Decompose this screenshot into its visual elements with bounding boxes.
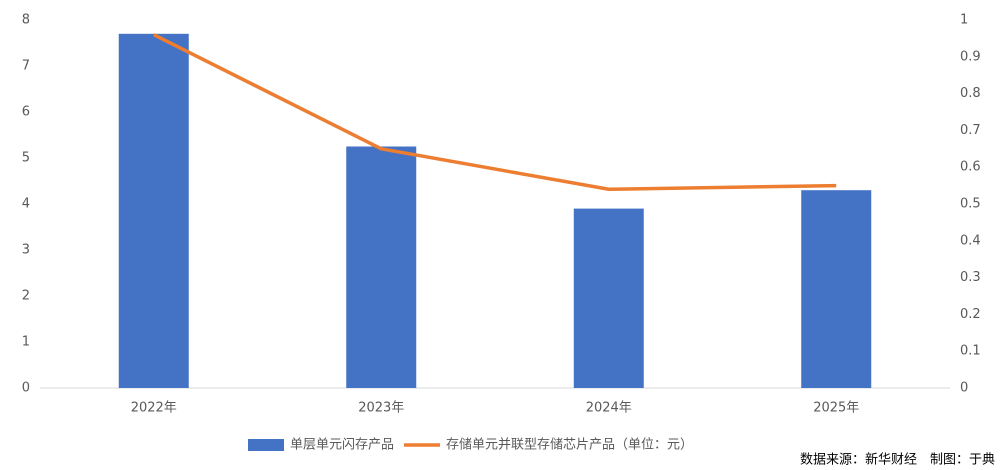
y2-tick-label: 0.2 (960, 307, 981, 322)
y2-tick-label: 0.5 (960, 197, 981, 212)
y2-tick-label: 0.6 (960, 160, 981, 175)
y-tick-label: 6 (22, 105, 30, 120)
x-tick-label: 2022年 (131, 401, 177, 416)
line (152, 33, 837, 192)
y-tick-label: 1 (22, 335, 30, 350)
legend-label: 存储单元并联型存储芯片产品（单位：元） (446, 438, 693, 453)
y-tick-label: 0 (22, 381, 30, 396)
y-tick-label: 4 (22, 197, 30, 212)
y-tick-label: 5 (22, 151, 30, 166)
y2-tick-label: 0.7 (960, 123, 981, 138)
x-tick-label: 2023年 (358, 401, 404, 416)
legend-label: 单层单元闪存产品 (290, 438, 394, 453)
x-tick-label: 2025年 (813, 401, 859, 416)
y-tick-label: 7 (22, 59, 30, 74)
y2-tick-label: 0.1 (960, 344, 981, 359)
y-tick-label: 3 (22, 243, 30, 258)
y2-tick-label: 0.9 (960, 49, 981, 64)
bar (118, 33, 189, 389)
legend-swatch (248, 439, 284, 451)
bar (573, 208, 644, 388)
y2-tick-label: 1 (960, 13, 968, 28)
y2-tick-label: 0.3 (960, 270, 981, 285)
bar (346, 146, 417, 388)
y-tick-label: 2 (22, 289, 30, 304)
y2-tick-label: 0.4 (960, 233, 981, 248)
y2-tick-label: 0 (960, 381, 968, 396)
source: 数据来源：新华财经 制图：于典 (800, 452, 995, 468)
y2-tick-label: 0.8 (960, 86, 981, 101)
y-tick-label: 8 (22, 13, 30, 28)
bar (801, 190, 872, 388)
x-tick-label: 2024年 (586, 401, 632, 416)
